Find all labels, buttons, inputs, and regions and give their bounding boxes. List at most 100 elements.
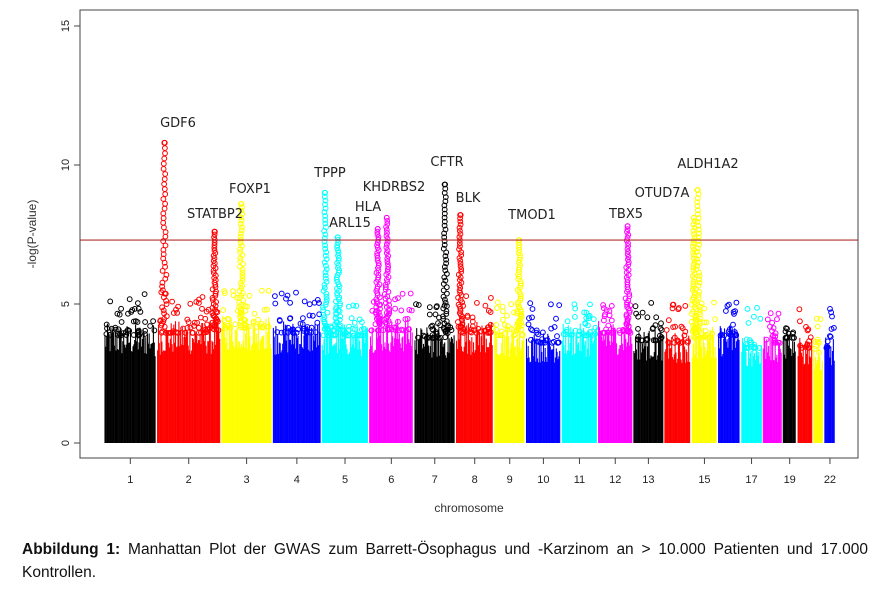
snp-point — [295, 326, 301, 333]
snp-point — [204, 321, 210, 328]
peak-top-point — [161, 139, 168, 146]
peak-point — [626, 293, 633, 300]
peak-point — [623, 311, 630, 318]
snp-point — [195, 324, 202, 331]
gene-label-tbx5: TBX5 — [608, 207, 643, 222]
snp-point — [581, 309, 588, 316]
snp-point — [283, 295, 289, 302]
snp-point — [358, 326, 365, 333]
snp-point — [300, 315, 306, 322]
peak-point — [238, 207, 245, 214]
peak-point — [334, 244, 341, 251]
peak-point — [690, 240, 697, 247]
snp-point — [774, 316, 780, 323]
peak-point — [690, 227, 697, 234]
snp-point — [764, 316, 771, 323]
peak-point — [384, 238, 391, 245]
peak-point — [162, 200, 169, 207]
peak-point — [694, 195, 701, 202]
snp-point — [398, 307, 405, 314]
snp-point — [126, 327, 133, 334]
peak-point — [384, 247, 391, 254]
snp-point — [203, 308, 210, 315]
snp-point — [666, 340, 673, 346]
peak-point — [692, 300, 699, 307]
peak-point — [383, 284, 389, 291]
snp-point — [587, 301, 593, 308]
snp-point — [500, 316, 506, 323]
peak-point — [333, 318, 340, 325]
snp-point — [194, 319, 201, 326]
peak-point — [210, 297, 216, 303]
snp-point — [162, 329, 169, 336]
peak-point — [691, 255, 697, 262]
peak-point — [240, 261, 246, 267]
peak-point — [163, 272, 170, 278]
snp-point — [635, 326, 641, 332]
snp-point — [287, 315, 293, 322]
snp-point — [698, 300, 705, 307]
peak-point — [323, 290, 330, 297]
data-points — [103, 139, 837, 443]
peak-point — [211, 270, 217, 277]
snp-point — [508, 326, 515, 333]
peak-point — [457, 228, 463, 234]
peak-point — [440, 305, 447, 312]
snp-point — [474, 300, 480, 306]
snp-point — [395, 318, 401, 325]
snp-point — [311, 299, 318, 306]
peak-point — [323, 275, 329, 282]
x-tick-label: 12 — [609, 474, 621, 486]
snp-point — [600, 302, 606, 308]
peak-point — [374, 252, 381, 259]
snp-point — [246, 292, 253, 299]
snp-point — [498, 332, 505, 339]
snp-point — [203, 328, 210, 334]
snp-point — [460, 329, 467, 336]
x-axis: 1 2 3 4 5 6 7 8 9 10 11 12 13 15 17 19 22 — [127, 458, 836, 486]
snp-point — [293, 329, 300, 336]
snp-point — [576, 331, 582, 338]
peak-point — [162, 263, 169, 270]
peak-point — [162, 242, 169, 249]
snp-point — [747, 337, 753, 344]
snp-point — [525, 321, 532, 328]
peak-point — [695, 259, 701, 266]
snp-point — [259, 287, 265, 294]
peak-point — [323, 266, 330, 273]
peak-point — [237, 233, 244, 240]
peak-point — [440, 245, 447, 252]
peak-point — [458, 266, 465, 273]
snp-point — [103, 331, 110, 337]
snp-point — [265, 287, 272, 294]
peak-point — [322, 245, 329, 252]
peak-point — [321, 209, 328, 216]
peak-point — [458, 269, 465, 275]
snp-point — [232, 321, 239, 328]
peak-point — [695, 222, 702, 229]
gene-label-otud7a: OTUD7A — [635, 186, 690, 201]
peak-point — [443, 311, 450, 317]
snp-point — [533, 329, 540, 336]
snp-point — [796, 306, 803, 313]
snp-point — [493, 322, 500, 328]
snp-point — [314, 297, 321, 303]
snp-point — [404, 316, 411, 322]
peak-point — [457, 263, 464, 270]
snp-point — [170, 310, 177, 316]
peak-point — [695, 211, 701, 218]
snp-point — [681, 332, 688, 339]
plot-frame — [79, 9, 859, 459]
snp-point — [112, 324, 119, 331]
peak-point — [385, 263, 392, 270]
peak-point — [517, 280, 524, 287]
snp-point — [501, 322, 508, 328]
snp-point — [592, 324, 599, 331]
snp-point — [175, 303, 182, 310]
snp-point — [797, 342, 803, 349]
peak-point — [440, 316, 447, 322]
snp-point — [717, 332, 724, 339]
snp-point — [385, 326, 392, 333]
snp-point — [644, 314, 651, 321]
peak-point — [322, 302, 329, 308]
